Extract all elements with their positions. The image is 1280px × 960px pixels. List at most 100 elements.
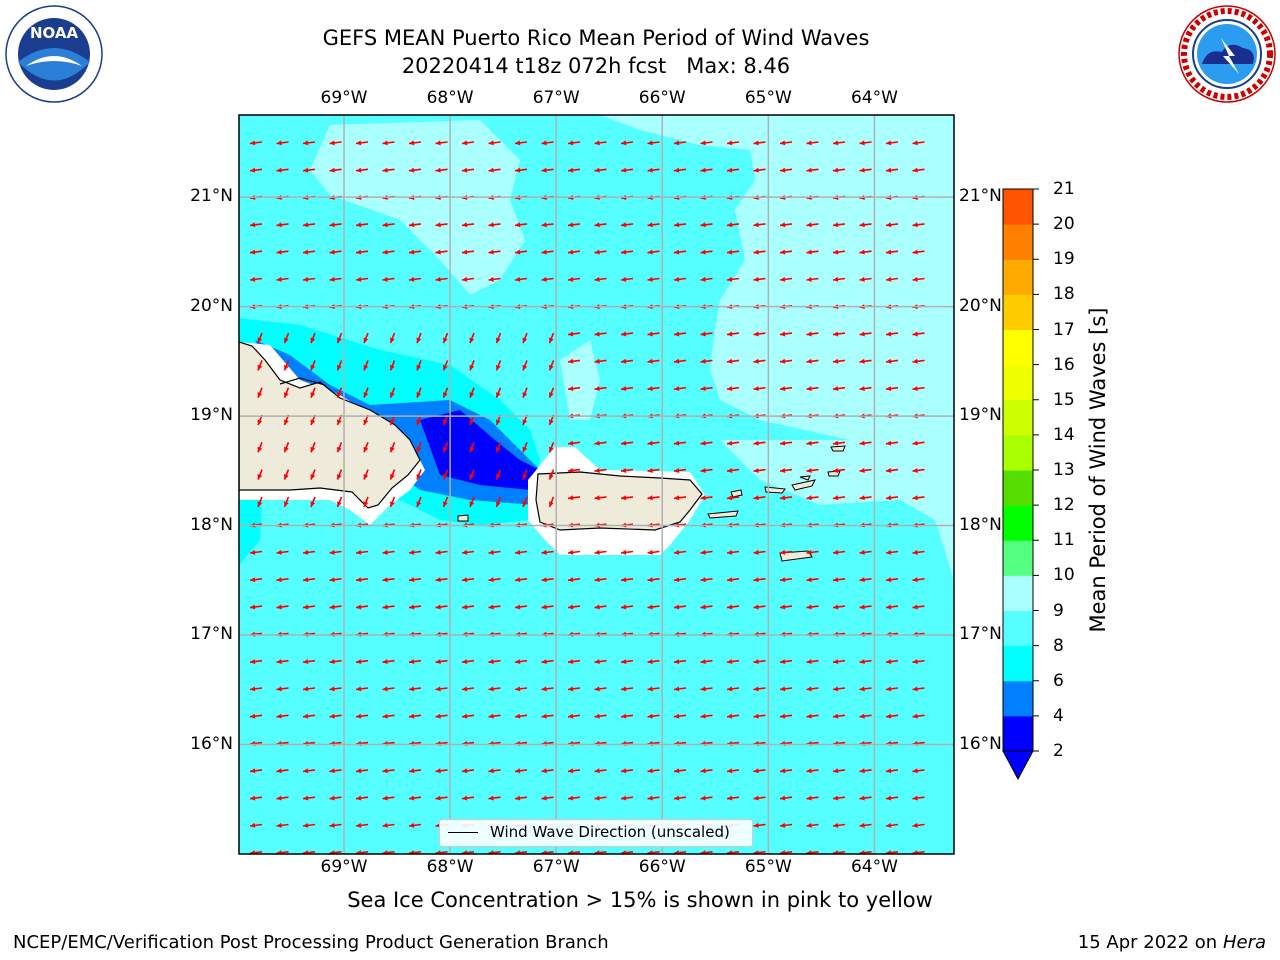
wave-direction-arrowhead	[727, 768, 733, 774]
wave-direction-arrowhead	[462, 249, 468, 255]
wave-direction-arrowhead	[833, 549, 839, 555]
wave-direction-arrowhead	[568, 167, 574, 173]
wave-direction-arrowhead	[515, 659, 521, 665]
colorbar-segment	[1003, 680, 1033, 717]
wave-direction-arrowhead	[886, 140, 892, 146]
wave-direction-arrowhead	[515, 686, 521, 692]
wave-direction-arrowhead	[621, 222, 627, 228]
wave-direction-arrowhead	[780, 850, 786, 854]
wave-direction-arrowhead	[488, 167, 494, 173]
wave-direction-arrowhead	[329, 822, 335, 828]
wave-direction-arrowhead	[727, 604, 733, 610]
wave-direction-arrowhead	[647, 386, 653, 392]
wave-direction-arrowhead	[409, 768, 415, 774]
wave-direction-arrowhead	[276, 604, 282, 610]
latitude-label-left: 20°N	[190, 295, 233, 316]
wave-direction-arrowhead	[390, 446, 395, 453]
wave-direction-arrowhead	[568, 713, 574, 719]
wave-direction-arrowhead	[462, 577, 468, 583]
longitude-label-top: 65°W	[744, 88, 792, 108]
wave-direction-arrowhead	[522, 337, 528, 344]
wave-direction-arrowhead	[833, 440, 839, 446]
wave-direction-arrowhead	[469, 337, 475, 344]
wave-direction-arrowhead	[647, 713, 653, 719]
colorbar-segment	[1003, 294, 1033, 330]
wave-direction-arrowhead	[276, 686, 282, 692]
wave-direction-arrowhead	[284, 474, 289, 480]
wave-direction-arrowhead	[382, 686, 388, 692]
wave-direction-arrowhead	[647, 222, 653, 228]
wave-direction-arrowhead	[435, 549, 441, 555]
wave-direction-arrowhead	[356, 276, 362, 282]
wave-direction-arrowhead	[541, 768, 547, 774]
wave-direction-arrowhead	[912, 659, 918, 665]
wave-direction-arrowhead	[435, 577, 441, 583]
longitude-label-bottom: 64°W	[850, 857, 898, 877]
wave-direction-arrowhead	[462, 768, 468, 774]
wave-direction-arrowhead	[549, 364, 554, 371]
wave-direction-arrowhead	[594, 276, 600, 282]
colorbar-segment	[1003, 434, 1033, 471]
wave-direction-arrowhead	[462, 276, 468, 282]
wave-direction-arrowhead	[541, 795, 547, 801]
wave-direction-arrowhead	[409, 222, 415, 228]
wave-direction-arrowhead	[435, 686, 441, 692]
wave-direction-arrowhead	[568, 386, 574, 392]
map-border	[238, 114, 955, 855]
map-subtitle-forecast: 20220414 t18z 072h fcst Max: 8.46	[401, 54, 791, 78]
footer-machine: Hera	[1222, 932, 1266, 953]
wave-direction-arrowhead	[727, 222, 733, 228]
wave-direction-arrowhead	[594, 386, 600, 392]
wave-direction-arrowhead	[833, 467, 839, 473]
wave-direction-arrowhead	[462, 167, 468, 173]
wave-direction-arrowhead	[303, 276, 309, 282]
wave-direction-arrowhead	[310, 419, 316, 425]
wave-direction-arrowhead	[568, 795, 574, 801]
wave-direction-arrowhead	[390, 419, 395, 425]
colorbar-segment	[1003, 645, 1033, 682]
wave-direction-arrowhead	[806, 276, 812, 282]
wave-direction-arrowhead	[621, 686, 627, 692]
wave-direction-arrowhead	[329, 222, 335, 228]
colorbar	[1002, 188, 1039, 781]
wave-direction-arrowhead	[568, 467, 574, 473]
wave-direction-arrowhead	[541, 140, 547, 146]
wave-direction-arrowhead	[250, 713, 256, 719]
wave-direction-arrowhead	[409, 659, 415, 665]
wave-direction-arrowhead	[541, 549, 547, 555]
wave-direction-arrowhead	[257, 419, 263, 425]
wave-direction-arrowhead	[329, 659, 335, 665]
wave-direction-arrowhead	[674, 795, 680, 801]
wave-direction-arrowhead	[435, 659, 441, 665]
wave-direction-arrowhead	[621, 850, 627, 854]
colorbar-tick-label: 14	[1053, 424, 1075, 445]
wave-direction-arrowhead	[522, 501, 528, 507]
wave-direction-arrowhead	[303, 140, 309, 146]
wave-direction-arrowhead	[382, 577, 388, 583]
latitude-label-right: 21°N	[959, 186, 1002, 207]
wave-direction-arrowhead	[250, 249, 256, 255]
wave-direction-arrowhead	[515, 549, 521, 555]
wave-direction-arrowhead	[303, 822, 309, 828]
wave-direction-arrowhead	[250, 850, 256, 854]
wave-direction-arrowhead	[912, 795, 918, 801]
wave-direction-arrowhead	[780, 659, 786, 665]
wave-direction-arrowhead	[488, 276, 494, 282]
wave-direction-arrowhead	[276, 549, 282, 555]
wave-direction-arrowhead	[753, 495, 759, 501]
wave-direction-arrowhead	[329, 577, 335, 583]
wave-direction-arrowhead	[488, 249, 494, 255]
wave-direction-arrowhead	[780, 713, 786, 719]
land-st-croix	[779, 550, 813, 562]
wave-direction-arrowhead	[647, 276, 653, 282]
wave-direction-arrowhead	[621, 276, 627, 282]
wave-direction-arrowhead	[674, 440, 680, 446]
wave-direction-arrowhead	[780, 549, 786, 555]
wave-direction-arrowhead	[700, 850, 706, 854]
wave-direction-arrowhead	[859, 331, 865, 337]
wave-direction-arrowhead	[488, 768, 494, 774]
wave-direction-arrowhead	[488, 549, 494, 555]
wave-direction-arrowhead	[886, 249, 892, 255]
wave-direction-arrowhead	[859, 686, 865, 692]
wave-direction-arrowhead	[250, 795, 256, 801]
